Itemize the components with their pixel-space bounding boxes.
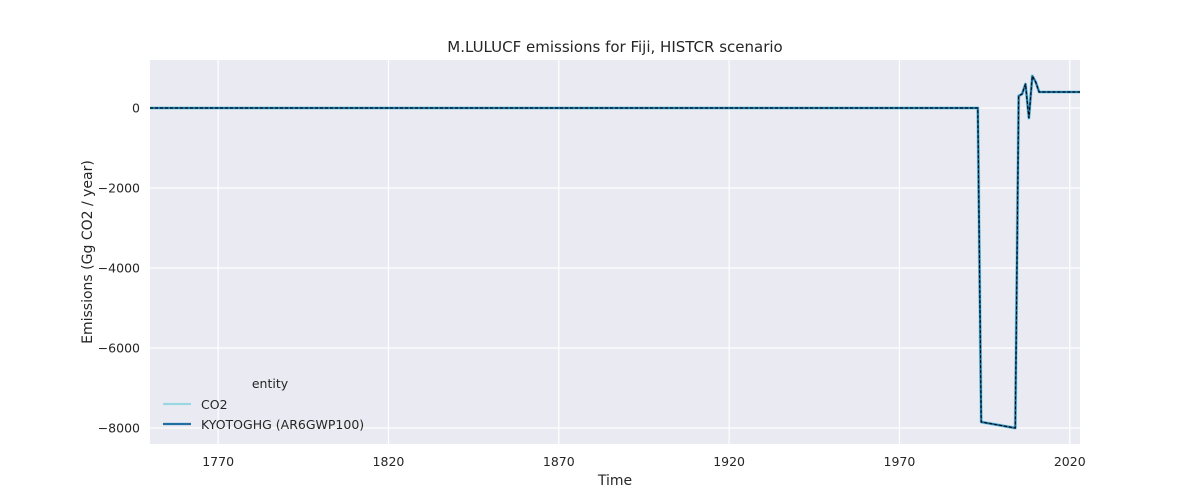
y-tick-label: −4000 (98, 261, 140, 276)
legend: entity CO2 KYOTOGHG (AR6GWP100) (163, 376, 364, 432)
x-tick-label: 1970 (884, 454, 916, 469)
x-axis-ticks: 1770 1820 1870 1920 1970 2020 (202, 454, 1086, 469)
x-tick-label: 1870 (543, 454, 575, 469)
series-layer (150, 74, 1080, 430)
plot-background (150, 60, 1080, 444)
legend-title: entity (252, 376, 289, 391)
overlay-dashed-line (150, 74, 1080, 429)
chart-title: M.LULUCF emissions for Fiji, HISTCR scen… (447, 38, 782, 56)
x-tick-label: 1920 (713, 454, 745, 469)
y-tick-label: 0 (132, 101, 140, 116)
y-axis-label: Emissions (Gg CO2 / year) (80, 160, 96, 344)
x-tick-label: 1770 (202, 454, 234, 469)
y-tick-label: −2000 (98, 181, 140, 196)
x-tick-label: 1820 (373, 454, 405, 469)
y-tick-label: −6000 (98, 341, 140, 356)
legend-label-co2: CO2 (201, 397, 228, 412)
legend-label-kyotoghg: KYOTOGHG (AR6GWP100) (201, 417, 364, 432)
y-axis-ticks: 0 −2000 −4000 −6000 −8000 (98, 101, 140, 436)
x-axis-label: Time (597, 473, 632, 489)
y-tick-label: −8000 (98, 421, 140, 436)
x-tick-label: 2020 (1054, 454, 1086, 469)
